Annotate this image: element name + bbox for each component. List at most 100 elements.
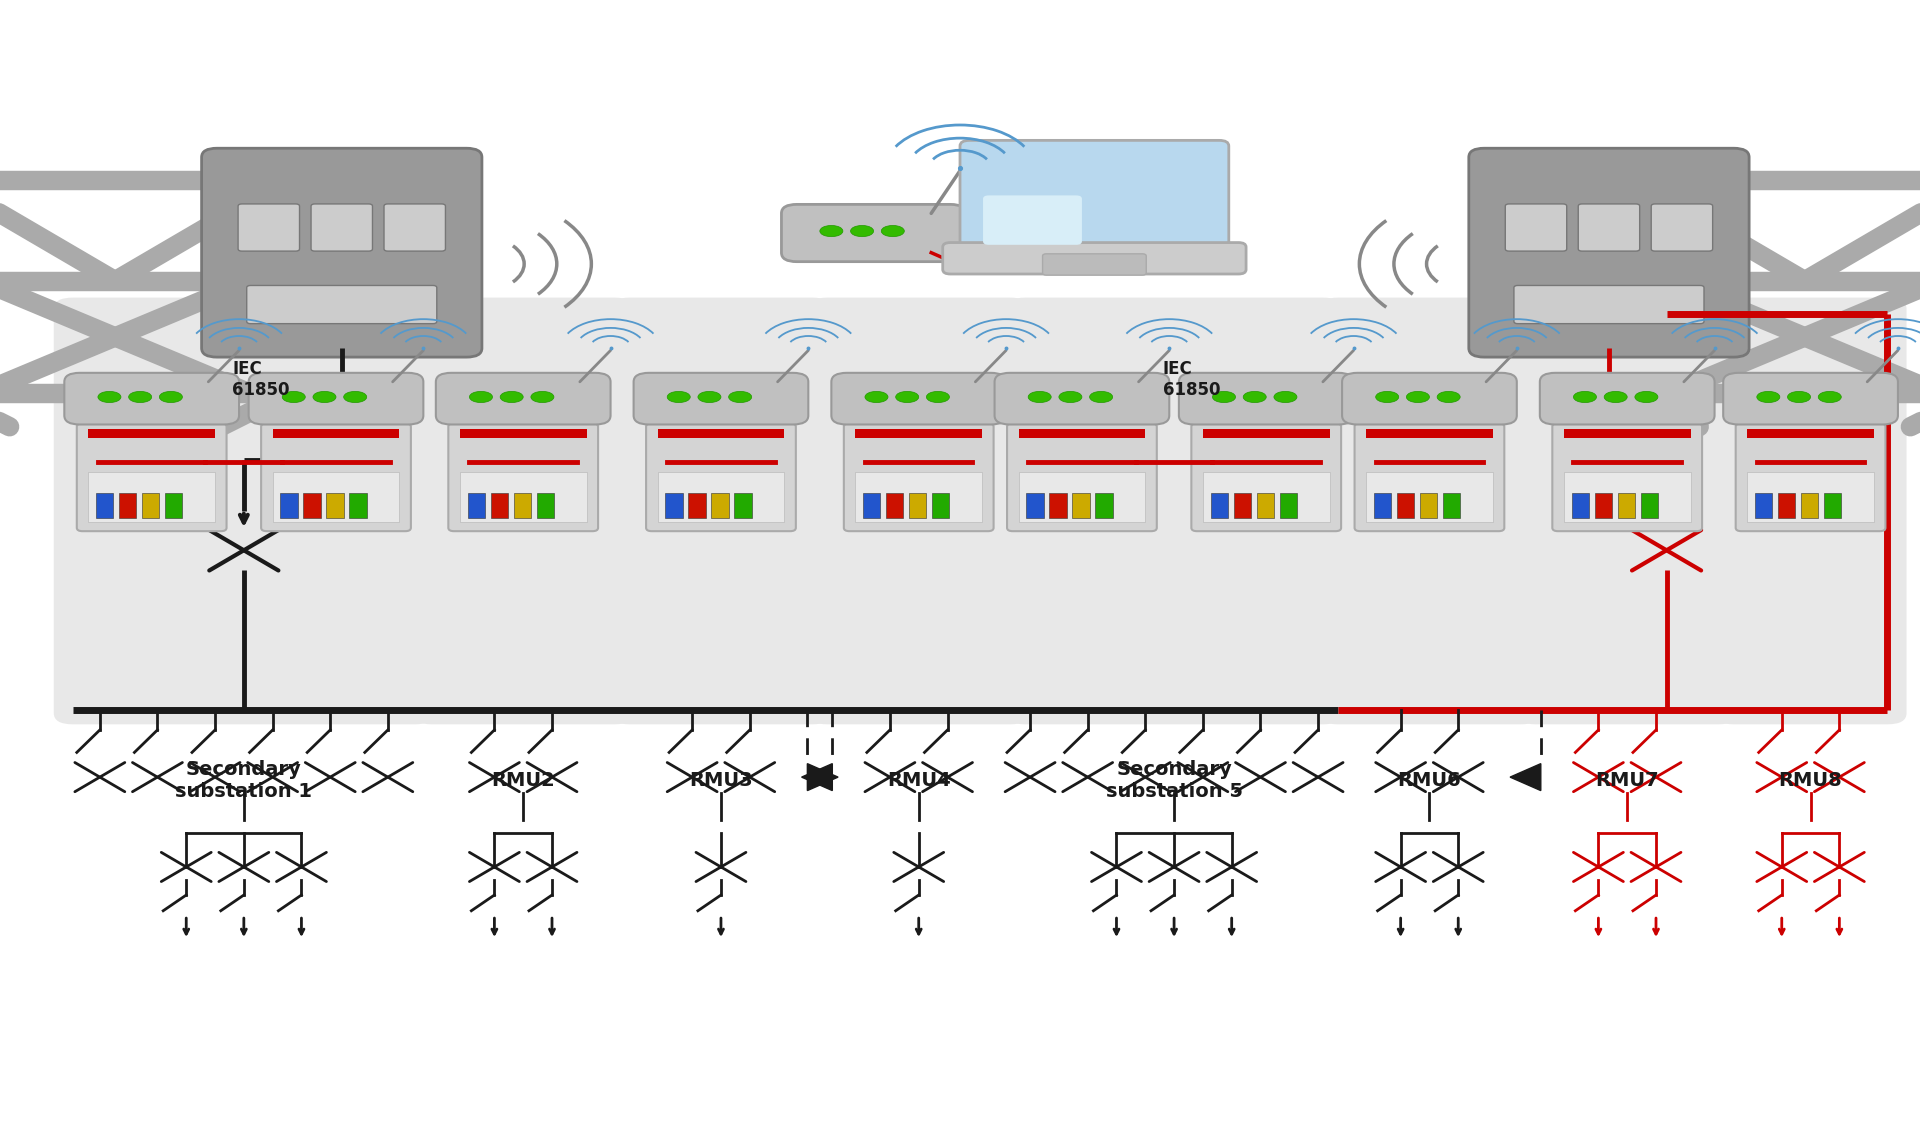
FancyBboxPatch shape (634, 373, 808, 424)
Ellipse shape (851, 226, 874, 237)
Text: RMU4: RMU4 (887, 772, 950, 789)
Text: Secondary
substation 1: Secondary substation 1 (175, 760, 313, 801)
FancyBboxPatch shape (845, 423, 995, 531)
Bar (689, 493, 707, 518)
Ellipse shape (1605, 391, 1628, 403)
Bar (492, 493, 507, 518)
Ellipse shape (1091, 391, 1114, 403)
Bar (1365, 429, 1492, 438)
Text: RMU6: RMU6 (1398, 772, 1461, 789)
Bar (1563, 429, 1690, 438)
Bar (1258, 493, 1275, 518)
Ellipse shape (532, 391, 555, 403)
Bar (887, 493, 902, 518)
FancyBboxPatch shape (1578, 204, 1640, 252)
Ellipse shape (1244, 391, 1267, 403)
Bar (1202, 472, 1329, 522)
Ellipse shape (699, 391, 720, 403)
FancyBboxPatch shape (1651, 204, 1713, 252)
Bar (1747, 472, 1874, 522)
Text: Secondary
substation 5: Secondary substation 5 (1106, 760, 1242, 801)
Bar (657, 472, 785, 522)
Ellipse shape (1375, 391, 1398, 403)
Bar (862, 493, 879, 518)
FancyBboxPatch shape (1319, 298, 1540, 724)
Ellipse shape (1275, 391, 1298, 403)
FancyBboxPatch shape (1715, 298, 1907, 724)
Bar (856, 472, 981, 522)
Polygon shape (801, 764, 831, 791)
Bar (1375, 493, 1390, 518)
Bar (1563, 472, 1690, 522)
Ellipse shape (1757, 391, 1780, 403)
Bar (1594, 493, 1611, 518)
FancyBboxPatch shape (1505, 204, 1567, 252)
Ellipse shape (1788, 391, 1811, 403)
Bar (461, 472, 588, 522)
Bar (515, 493, 530, 518)
Ellipse shape (728, 391, 751, 403)
Ellipse shape (1029, 391, 1052, 403)
Ellipse shape (1574, 391, 1597, 403)
FancyBboxPatch shape (831, 373, 1006, 424)
Text: RMU7: RMU7 (1596, 772, 1659, 789)
Ellipse shape (1060, 391, 1083, 403)
FancyBboxPatch shape (54, 298, 434, 724)
FancyBboxPatch shape (1540, 373, 1715, 424)
FancyBboxPatch shape (781, 204, 966, 262)
FancyBboxPatch shape (983, 195, 1081, 245)
FancyBboxPatch shape (645, 423, 797, 531)
FancyBboxPatch shape (248, 373, 422, 424)
Ellipse shape (864, 391, 887, 403)
Bar (712, 493, 730, 518)
Bar (119, 493, 136, 518)
FancyBboxPatch shape (449, 423, 599, 531)
Text: IEC
61850: IEC 61850 (232, 359, 290, 399)
FancyBboxPatch shape (943, 243, 1246, 274)
FancyBboxPatch shape (65, 373, 238, 424)
FancyBboxPatch shape (1179, 373, 1354, 424)
FancyBboxPatch shape (384, 204, 445, 252)
Ellipse shape (98, 391, 121, 403)
Bar (1801, 493, 1818, 518)
Bar (280, 493, 298, 518)
Bar (1094, 493, 1114, 518)
FancyBboxPatch shape (1342, 373, 1517, 424)
Bar (1571, 493, 1590, 518)
FancyBboxPatch shape (808, 298, 1029, 724)
Ellipse shape (820, 226, 843, 237)
Text: RMU2: RMU2 (492, 772, 555, 789)
Bar (349, 493, 367, 518)
FancyBboxPatch shape (436, 373, 611, 424)
Bar (96, 493, 113, 518)
Bar (326, 493, 344, 518)
Text: RMU8: RMU8 (1778, 772, 1843, 789)
Bar (165, 493, 182, 518)
Bar (1071, 493, 1089, 518)
FancyBboxPatch shape (960, 140, 1229, 258)
Bar (461, 429, 588, 438)
Ellipse shape (129, 391, 152, 403)
Ellipse shape (881, 226, 904, 237)
Bar (910, 493, 927, 518)
FancyBboxPatch shape (1469, 148, 1749, 357)
Bar (1421, 493, 1436, 518)
Bar (1755, 493, 1772, 518)
Ellipse shape (468, 391, 492, 403)
Ellipse shape (1436, 391, 1461, 403)
FancyBboxPatch shape (995, 373, 1169, 424)
Bar (538, 493, 555, 518)
Bar (1025, 493, 1044, 518)
Bar (1018, 472, 1144, 522)
Bar (1747, 429, 1874, 438)
Bar (1235, 493, 1252, 518)
Ellipse shape (344, 391, 367, 403)
Bar (1281, 493, 1298, 518)
FancyBboxPatch shape (1190, 423, 1340, 531)
FancyBboxPatch shape (238, 204, 300, 252)
FancyBboxPatch shape (246, 285, 438, 323)
Bar (735, 493, 753, 518)
FancyBboxPatch shape (1043, 254, 1146, 275)
FancyBboxPatch shape (311, 204, 372, 252)
Polygon shape (1509, 764, 1540, 791)
